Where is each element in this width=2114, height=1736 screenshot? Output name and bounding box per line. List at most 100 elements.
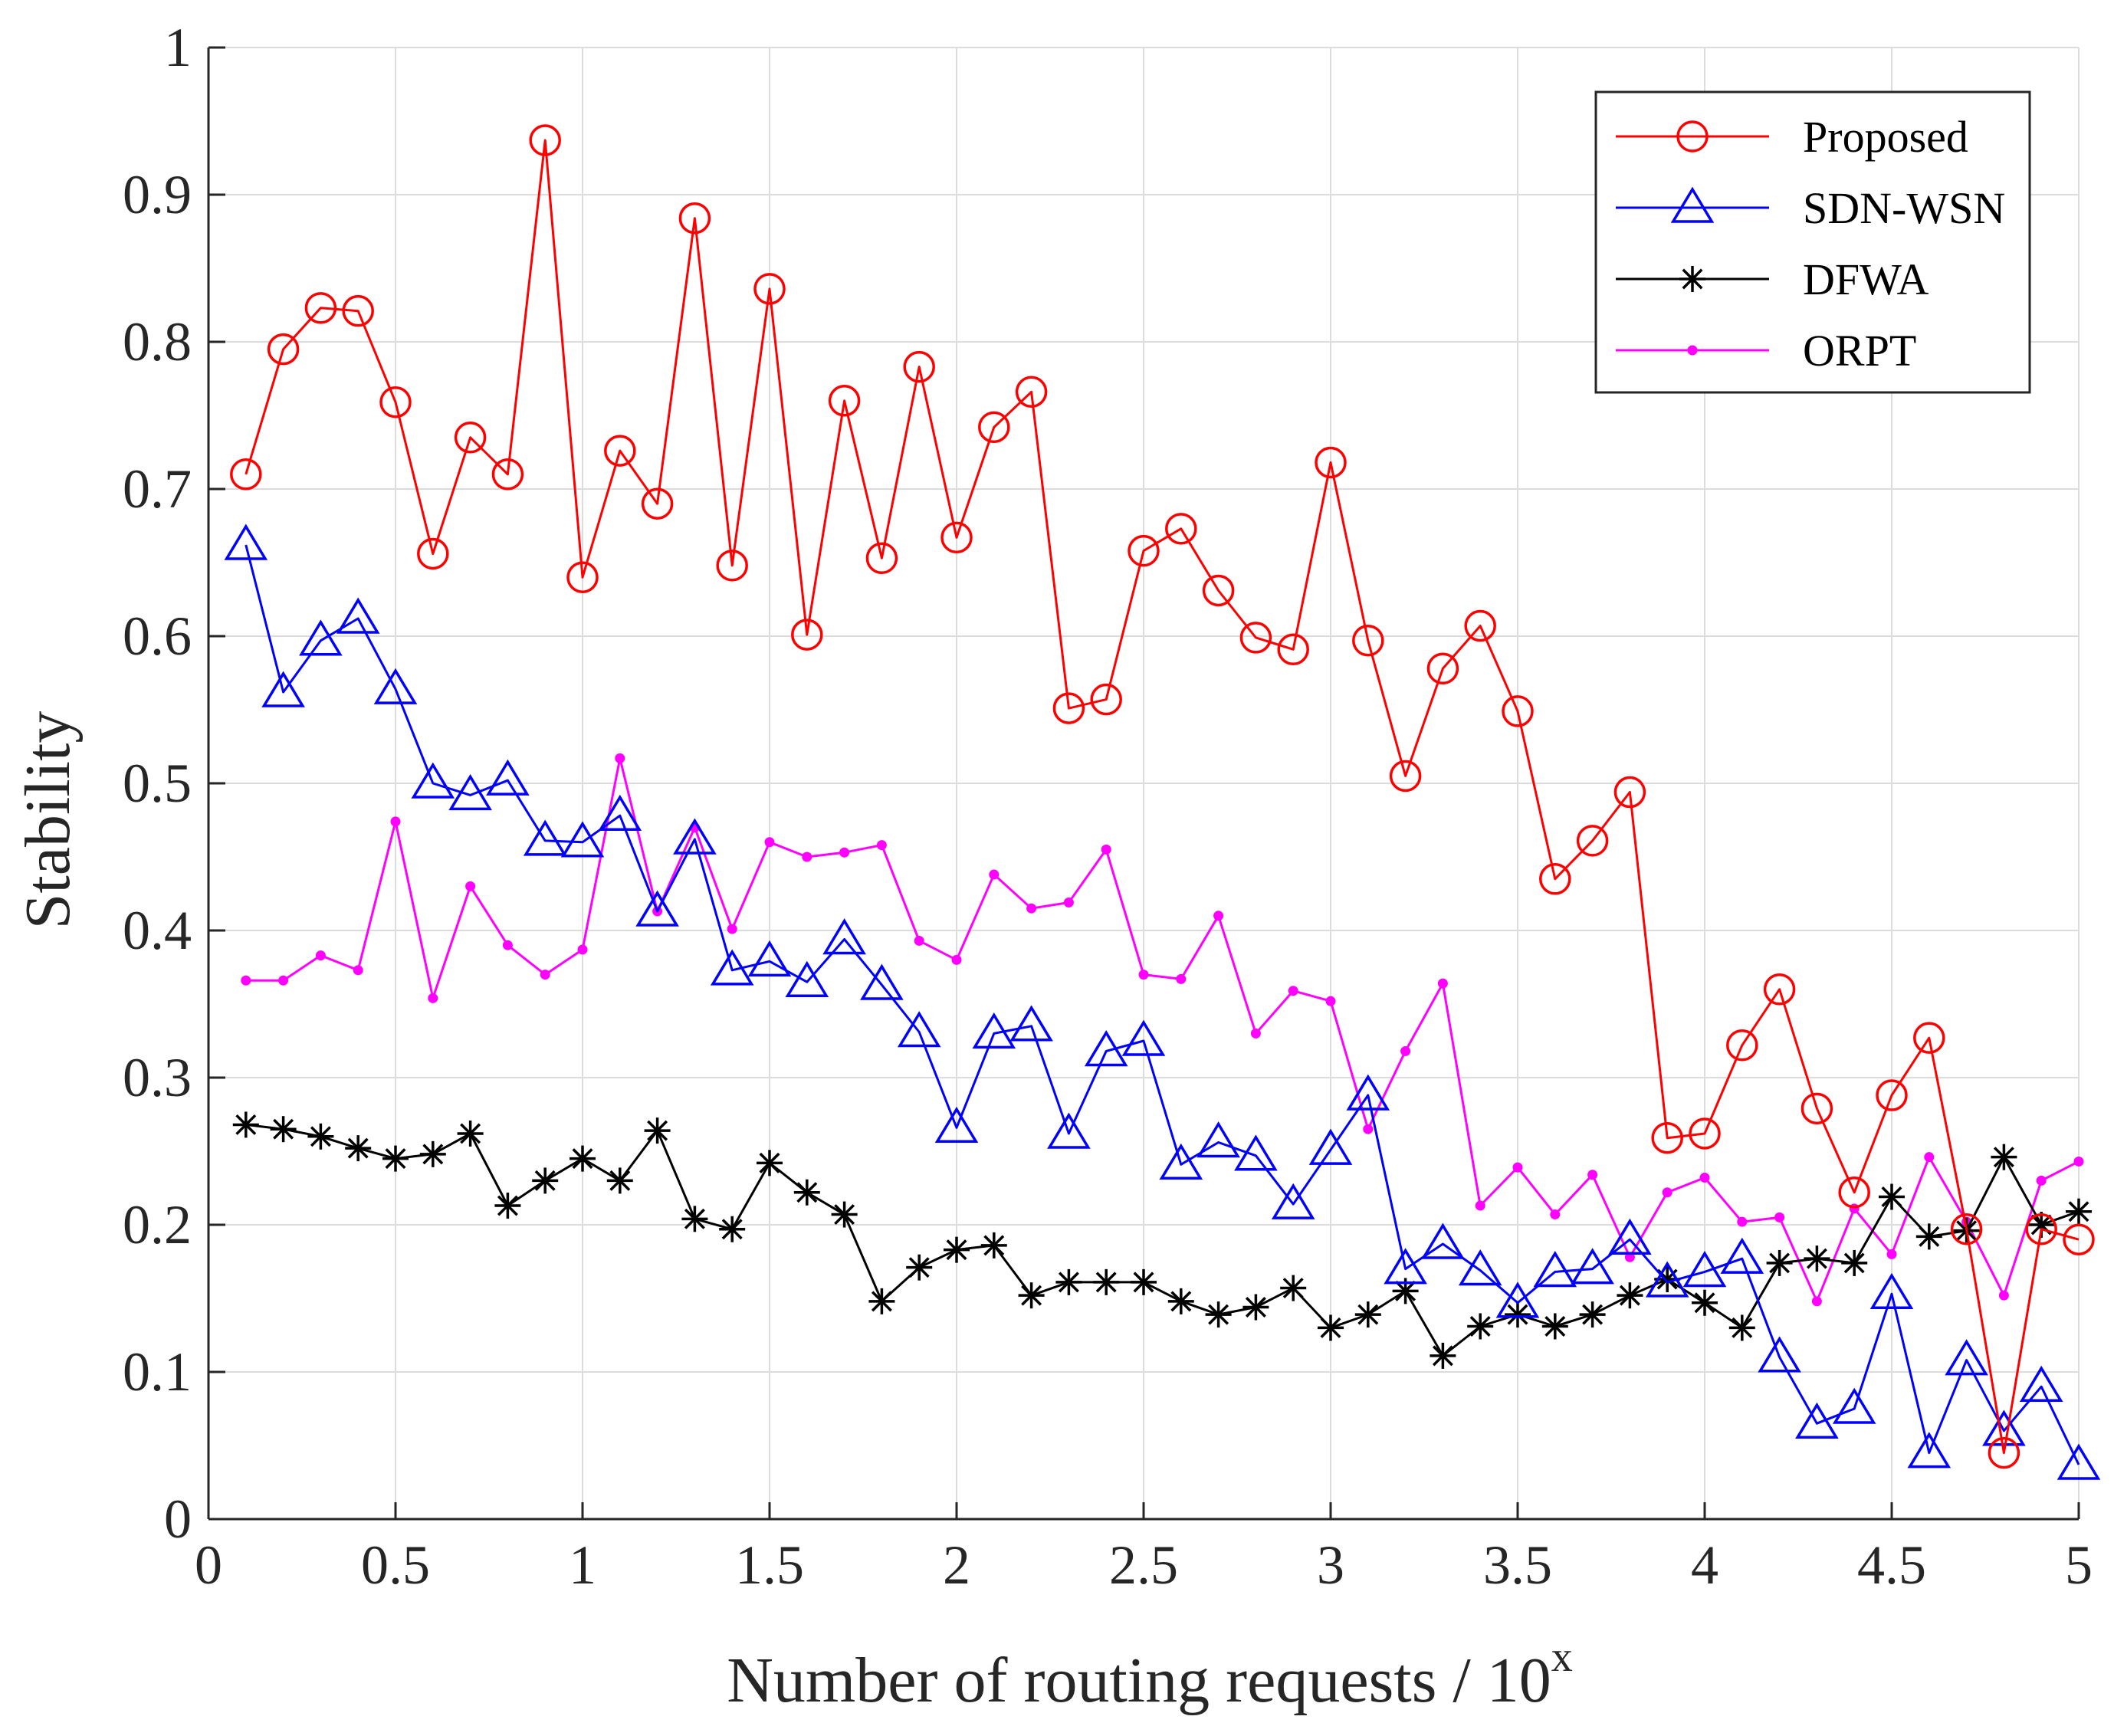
- data-point-sdn-wsn: [1346, 1074, 1390, 1111]
- data-point-proposed: [1052, 692, 1085, 724]
- x-axis-title: Number of routing requests / 10x: [727, 1633, 1572, 1716]
- data-point-orpt: [1138, 970, 1149, 980]
- data-point-dfwa: [606, 1167, 633, 1194]
- data-point-proposed: [978, 411, 1010, 444]
- data-point-sdn-wsn: [560, 821, 605, 858]
- data-point-orpt: [428, 993, 438, 1003]
- data-point-dfwa: [532, 1167, 559, 1194]
- data-point-orpt: [876, 840, 887, 851]
- series-sdn-wsn: [224, 523, 2101, 1480]
- data-point-orpt: [1699, 1173, 1710, 1183]
- data-point-orpt: [465, 881, 476, 891]
- data-point-proposed: [641, 487, 674, 520]
- legend-item-proposed: Proposed: [1616, 112, 1968, 162]
- data-point-proposed: [1239, 622, 1272, 654]
- data-point-orpt: [802, 852, 812, 862]
- data-point-proposed: [1838, 1176, 1870, 1209]
- data-point-orpt: [1363, 1124, 1374, 1134]
- data-point-proposed: [1015, 376, 1048, 409]
- x-axis-title-text: Number of routing requests / 10: [727, 1645, 1551, 1716]
- data-point-proposed: [1651, 1121, 1683, 1154]
- data-point-sdn-wsn: [1571, 1248, 1614, 1285]
- data-point-dfwa: [382, 1145, 409, 1172]
- data-point-dfwa: [868, 1288, 895, 1314]
- data-point-sdn-wsn: [1159, 1143, 1203, 1180]
- x-tick-label: 3: [1317, 1534, 1344, 1596]
- data-point-dfwa: [494, 1193, 521, 1219]
- data-point-sdn-wsn: [448, 773, 492, 811]
- x-tick-label: 5: [2065, 1534, 2093, 1596]
- data-point-proposed: [1389, 760, 1422, 793]
- data-point-dfwa: [980, 1232, 1007, 1259]
- data-point-dfwa: [757, 1150, 783, 1176]
- data-point-proposed: [828, 385, 861, 417]
- data-point-dfwa: [681, 1206, 708, 1232]
- data-point-proposed: [454, 422, 487, 454]
- data-point-orpt: [1475, 1200, 1485, 1211]
- data-point-proposed: [1090, 683, 1122, 716]
- data-point-orpt: [353, 965, 363, 976]
- data-point-orpt: [839, 847, 850, 858]
- data-point-dfwa: [2066, 1198, 2092, 1225]
- data-point-dfwa: [419, 1140, 446, 1167]
- data-point-orpt: [1512, 1162, 1523, 1173]
- data-point-proposed: [791, 619, 823, 651]
- data-point-orpt: [502, 940, 513, 950]
- data-point-orpt: [1026, 903, 1037, 914]
- y-tick-label: 0.6: [123, 605, 192, 667]
- data-point-proposed: [1763, 973, 1796, 1006]
- data-point-orpt: [951, 954, 962, 965]
- data-point-orpt: [764, 837, 775, 848]
- data-point-orpt: [1400, 1045, 1411, 1056]
- data-point-dfwa: [1841, 1249, 1868, 1276]
- data-point-proposed: [2063, 1223, 2095, 1255]
- data-point-proposed: [1426, 652, 1459, 684]
- data-point-orpt: [540, 970, 550, 980]
- x-tick-label: 4: [1691, 1534, 1718, 1596]
- data-point-sdn-wsn: [1197, 1121, 1240, 1158]
- data-point-dfwa: [232, 1111, 259, 1138]
- data-point-dfwa: [1879, 1183, 1905, 1210]
- data-point-proposed: [1464, 609, 1496, 642]
- x-tick-label: 2: [943, 1534, 970, 1596]
- data-point-sdn-wsn: [934, 1106, 979, 1144]
- data-point-dfwa: [644, 1117, 671, 1144]
- data-point-sdn-wsn: [1084, 1030, 1128, 1067]
- data-point-proposed: [903, 350, 935, 383]
- data-point-proposed: [529, 124, 561, 156]
- data-point-proposed: [865, 542, 898, 574]
- data-point-dfwa: [1055, 1268, 1082, 1295]
- data-point-sdn-wsn: [1720, 1237, 1764, 1274]
- data-point-sdn-wsn: [1458, 1249, 1502, 1286]
- data-point-proposed: [1202, 574, 1235, 607]
- data-point-orpt: [1176, 973, 1187, 984]
- data-point-sdn-wsn: [635, 890, 679, 927]
- data-point-proposed: [1539, 863, 1571, 895]
- y-tick-label: 0.2: [123, 1194, 192, 1255]
- data-point-sdn-wsn: [261, 671, 305, 707]
- data-point-sdn-wsn: [486, 759, 530, 796]
- x-tick-label: 0: [195, 1534, 222, 1596]
- data-point-orpt: [2036, 1175, 2047, 1186]
- data-point-orpt: [1662, 1187, 1672, 1198]
- data-point-proposed: [2025, 1213, 2057, 1245]
- legend-box: [1594, 90, 2031, 394]
- data-point-proposed: [1801, 1092, 1833, 1125]
- data-point-orpt: [577, 944, 588, 955]
- data-point-orpt: [1924, 1152, 1935, 1163]
- data-point-sdn-wsn: [1495, 1281, 1540, 1318]
- data-point-dfwa: [1617, 1282, 1643, 1309]
- data-point-orpt: [1550, 1209, 1561, 1220]
- data-point-dfwa: [457, 1120, 484, 1147]
- data-point-orpt: [1250, 1028, 1261, 1039]
- data-point-orpt: [1774, 1212, 1785, 1222]
- data-point-sdn-wsn: [598, 794, 642, 831]
- data-point-orpt: [1063, 898, 1074, 908]
- data-point-sdn-wsn: [747, 940, 792, 977]
- legend-marker: [1670, 186, 1715, 223]
- data-point-proposed: [1876, 1079, 1908, 1111]
- data-point-sdn-wsn: [1234, 1134, 1278, 1171]
- data-point-dfwa: [1467, 1313, 1494, 1340]
- data-point-sdn-wsn: [2057, 1443, 2101, 1480]
